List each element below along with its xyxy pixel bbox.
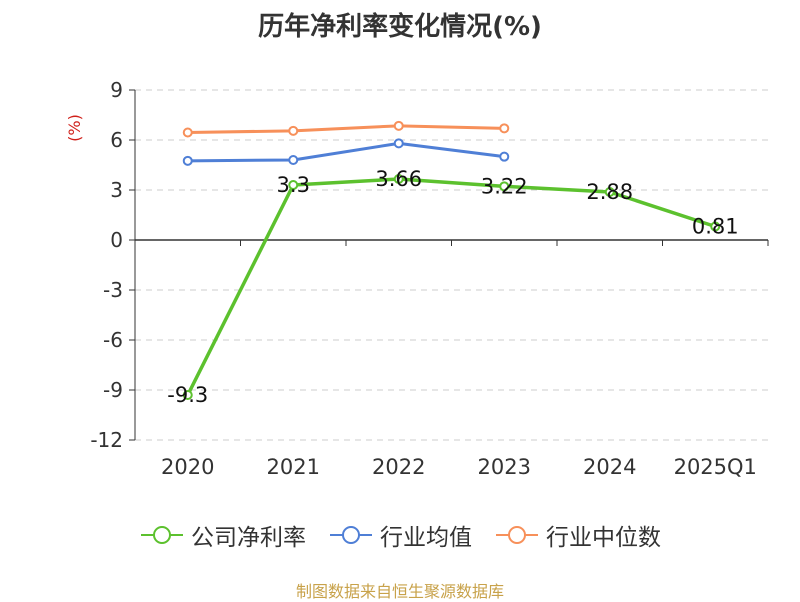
y-tick-label: 9: [110, 78, 123, 102]
data-point: [288, 125, 299, 136]
x-tick-label: 2025Q1: [674, 455, 757, 479]
series-line: [186, 177, 716, 396]
y-tick-label: 0: [110, 228, 123, 252]
legend-label: 行业中位数: [546, 525, 661, 551]
legend-marker-icon: [496, 526, 538, 544]
series-line: [187, 124, 505, 134]
data-point: [499, 181, 510, 192]
x-tick-label: 2023: [478, 455, 531, 479]
chart-title: 历年净利率变化情况(%): [258, 12, 542, 42]
axes: 9 6 3 0 -3 -6 -9 -12 2020 2021 2022 2023 2024 2025Q1 (…: [65, 78, 769, 479]
data-point: [393, 138, 404, 149]
source-note: 制图数据来自恒生聚源数据库: [295, 582, 504, 601]
grid-lines: [135, 89, 768, 441]
data-point: [499, 123, 510, 134]
x-tick-label: 2020: [161, 455, 214, 479]
series: [182, 120, 721, 400]
data-point: [393, 174, 404, 184]
legend-item-industry-mean[interactable]: 行业均值: [328, 518, 472, 552]
legend: 公司净利率 行业均值 行业中位数: [0, 518, 800, 552]
data-point: [288, 180, 299, 190]
data-label: 2.88: [586, 180, 633, 204]
legend-marker-icon: [330, 526, 372, 544]
x-tick-label: 2022: [372, 455, 425, 479]
data-point: [182, 390, 193, 400]
y-tick-label: -3: [103, 278, 123, 302]
data-label: 3.22: [481, 174, 528, 198]
legend-item-company[interactable]: 公司净利率: [139, 518, 306, 552]
data-point: [288, 155, 299, 165]
x-tick-label: 2024: [583, 455, 636, 479]
y-tick-label: 6: [110, 128, 123, 152]
y-tick-label: -12: [90, 428, 123, 452]
data-label: 0.81: [692, 215, 739, 239]
y-tick-label: -6: [103, 328, 123, 352]
data-labels: -9.3 3.3 3.66 3.22 2.88 0.81: [167, 167, 738, 407]
y-tick-label: -9: [103, 378, 123, 402]
data-point: [182, 127, 193, 138]
y-tick-label: 3: [110, 178, 123, 202]
legend-marker-icon: [141, 526, 183, 544]
data-label: 3.3: [277, 173, 310, 197]
y-axis-label: (%): [65, 114, 84, 142]
data-label: -9.3: [167, 383, 208, 407]
series-line: [187, 141, 505, 163]
data-label: 3.66: [375, 167, 422, 191]
data-point: [393, 120, 404, 131]
x-tick-label: 2021: [267, 455, 320, 479]
data-point: [182, 155, 193, 166]
legend-label: 行业均值: [380, 525, 472, 551]
data-point: [499, 151, 510, 162]
legend-label: 公司净利率: [191, 525, 306, 551]
data-point: [604, 187, 615, 197]
legend-item-industry-median[interactable]: 行业中位数: [494, 518, 661, 552]
data-point: [710, 221, 721, 232]
